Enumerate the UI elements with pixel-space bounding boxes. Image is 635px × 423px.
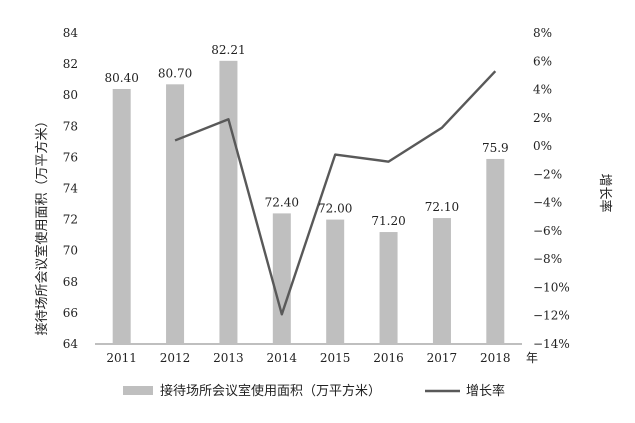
y-right-tick-label: 6% xyxy=(533,54,552,68)
x-tick-label: 2011 xyxy=(106,351,137,365)
y-right-tick-label: −12% xyxy=(533,309,570,323)
y-right-tick-label: −4% xyxy=(533,196,562,210)
y-right-tick-label: 2% xyxy=(533,111,552,125)
legend-bar-label: 接待场所会议室使用面积（万平方米） xyxy=(160,383,381,399)
x-tick-label: 2015 xyxy=(320,351,351,365)
growth-rate-line xyxy=(174,70,497,316)
y-left-tick-label: 78 xyxy=(63,119,78,133)
y-left-tick-label: 64 xyxy=(63,337,79,351)
y-right-tick-label: −6% xyxy=(533,224,562,238)
bar-data-label: 80.70 xyxy=(158,66,192,80)
x-tick-label: 2018 xyxy=(480,351,511,365)
y-left-tick-label: 68 xyxy=(63,275,78,289)
bar xyxy=(432,218,451,344)
line-series-layer xyxy=(174,70,497,316)
y-left-tick-label: 66 xyxy=(63,306,78,320)
y-left-tick-label: 74 xyxy=(63,182,79,196)
bar-data-label: 72.40 xyxy=(265,195,299,209)
bar xyxy=(112,88,131,344)
x-tick-label: 2016 xyxy=(373,351,404,365)
y-left-tick-label: 76 xyxy=(63,150,78,164)
legend-line-label: 增长率 xyxy=(466,383,505,399)
bar-data-label: 71.20 xyxy=(371,214,405,228)
x-tick-label: 2017 xyxy=(427,351,458,365)
y-left-tick-label: 80 xyxy=(63,88,78,102)
y-right-tick-label: −14% xyxy=(533,337,570,351)
tick-label-layer: 64 66 68 70 72 74 76 78 80 82 84 −14% −12% −10% −8% −6%… xyxy=(63,26,570,365)
y-left-tick-label: 84 xyxy=(63,26,79,40)
y-right-tick-label: −8% xyxy=(533,252,562,266)
bar-data-label: 72.10 xyxy=(425,200,459,214)
bar-data-label: 75.9 xyxy=(482,141,509,155)
data-label-layer: 80.40 80.70 82.21 72.40 72.00 71.20 72.10 75.9 xyxy=(105,43,509,228)
bar xyxy=(219,60,238,344)
bar xyxy=(326,219,345,344)
bar xyxy=(379,232,398,344)
y-right-tick-label: −10% xyxy=(533,280,570,294)
y-right-tick-label: 4% xyxy=(533,83,552,97)
bar xyxy=(272,213,291,344)
bar-data-label: 82.21 xyxy=(211,43,245,57)
bar xyxy=(486,158,505,344)
y-left-tick-label: 70 xyxy=(63,244,78,258)
bar xyxy=(166,84,185,344)
x-tick-label: 2012 xyxy=(160,351,191,365)
y-right-axis-title: 增长率 xyxy=(597,173,613,212)
x-tick-label: 2014 xyxy=(267,351,298,365)
x-axis-unit: 年 xyxy=(526,351,538,365)
y-right-tick-label: 0% xyxy=(533,139,552,153)
legend-bar-swatch xyxy=(123,386,153,395)
legend: 接待场所会议室使用面积（万平方米） 增长率 xyxy=(123,383,505,399)
y-left-axis-title: 接待场所会议室使用面积（万平方米） xyxy=(34,114,50,335)
y-left-tick-label: 72 xyxy=(63,213,78,227)
y-right-tick-label: 8% xyxy=(533,26,552,40)
y-left-tick-label: 82 xyxy=(63,57,78,71)
bar-data-label: 72.00 xyxy=(318,202,352,216)
x-tick-label: 2013 xyxy=(213,351,244,365)
y-right-tick-label: −2% xyxy=(533,167,562,181)
bar-data-label: 80.40 xyxy=(105,71,139,85)
